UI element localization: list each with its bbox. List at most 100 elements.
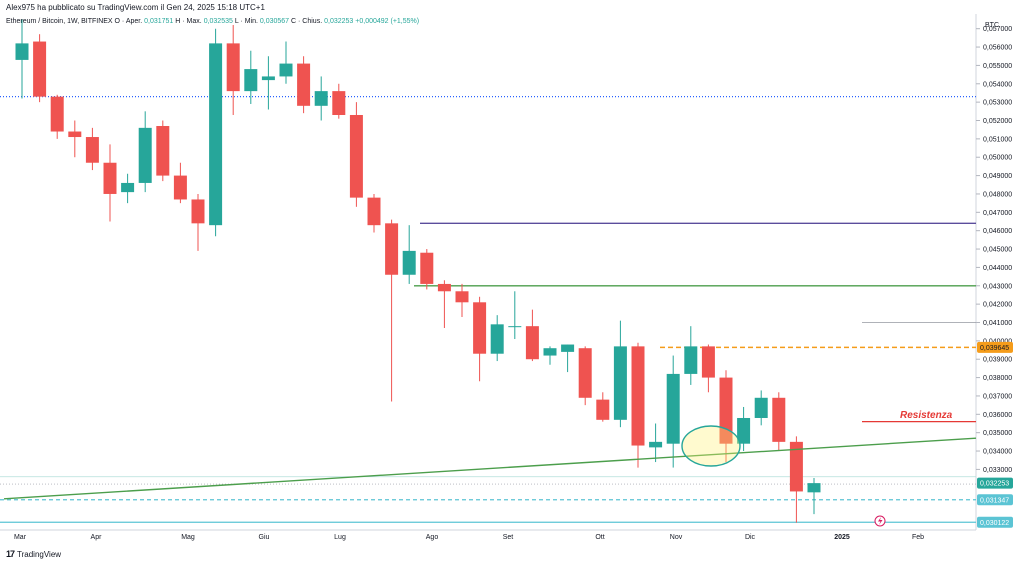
tradingview-logo-icon: 17 (6, 549, 15, 559)
candle-body[interactable] (15, 43, 29, 60)
candle-body[interactable] (420, 252, 434, 284)
candle-body[interactable] (525, 326, 539, 360)
candle-body[interactable] (314, 91, 328, 106)
drawings: Resistenza (3, 410, 977, 527)
publisher-line: Alex975 ha pubblicato su TradingView.com… (6, 3, 265, 12)
candle-body[interactable] (68, 131, 82, 138)
price-tag-label: 0,031347 (980, 497, 1009, 504)
symbol-name[interactable]: Ethereum / Bitcoin, 1W, BITFINEX (6, 18, 113, 25)
candle-body[interactable] (332, 91, 346, 115)
candle-body[interactable] (402, 250, 416, 275)
price-tick-label: 0,046000 (983, 228, 1012, 235)
candle-body[interactable] (473, 302, 487, 354)
price-tick-label: 0,052000 (983, 118, 1012, 125)
candle-body[interactable] (121, 182, 135, 193)
change-value: +0,000492 (+1,55%) (355, 18, 420, 25)
candle-body[interactable] (103, 162, 117, 194)
candle-body[interactable] (666, 373, 680, 444)
resistance-label: Resistenza (900, 410, 953, 421)
price-tick-label: 0,044000 (983, 265, 1012, 272)
candle-body[interactable] (649, 441, 663, 448)
time-tick-label: Giu (259, 534, 270, 541)
time-tick-label: Ott (595, 534, 604, 541)
candle-body[interactable] (561, 344, 575, 352)
candle-body[interactable] (279, 63, 293, 77)
candle-body[interactable] (684, 346, 698, 374)
time-axis: Mar Apr Mag Giu Lug Ago Set Ott Nov Dic 2025 Feb (14, 534, 924, 541)
price-tags: 0,039645 0,032253 0,031347 0,030122 (977, 341, 1013, 528)
price-tick-label: 0,049000 (983, 173, 1012, 180)
candle-body[interactable] (33, 41, 47, 97)
currency-label: BTC (985, 22, 999, 29)
price-tick-label: 0,037000 (983, 393, 1012, 400)
candle-body[interactable] (701, 346, 715, 378)
price-tag-label: 0,032253 (980, 481, 1009, 488)
candle-body[interactable] (385, 223, 399, 275)
candle-body[interactable] (789, 441, 803, 492)
candle-body[interactable] (737, 417, 751, 444)
candle-body[interactable] (209, 43, 223, 226)
candle-body[interactable] (244, 69, 258, 92)
time-tick-label: Nov (670, 534, 683, 541)
low-value: 0,030567 (259, 18, 290, 25)
candle-body[interactable] (226, 43, 240, 92)
candle-body[interactable] (596, 399, 610, 420)
candle-body[interactable] (490, 324, 504, 354)
low-label: L · Min. (234, 18, 258, 25)
time-tick-label: Dic (745, 534, 756, 541)
candle-body[interactable] (631, 346, 645, 446)
candle-body[interactable] (138, 127, 152, 183)
price-tick-label: 0,045000 (983, 247, 1012, 254)
lightning-glyph (878, 517, 883, 525)
candle-body[interactable] (173, 175, 187, 200)
candle-body[interactable] (349, 114, 363, 198)
price-tick-label: 0,054000 (983, 81, 1012, 88)
candle-body[interactable] (191, 199, 205, 224)
candle-body[interactable] (508, 326, 522, 328)
time-tick-label: Mag (181, 534, 195, 541)
plot-background (0, 0, 976, 530)
time-tick-label: Mar (14, 534, 27, 541)
candles (15, 19, 821, 523)
price-tag-box (977, 341, 1013, 353)
price-tick-label: 0,035000 (983, 430, 1012, 437)
time-tick-label: Set (503, 534, 514, 541)
candle-body[interactable] (578, 348, 592, 398)
candle-body[interactable] (613, 346, 627, 420)
price-tick-label: 0,056000 (983, 45, 1012, 52)
candle-body[interactable] (455, 291, 469, 303)
candle-body[interactable] (156, 126, 170, 176)
tradingview-footer[interactable]: 17 TradingView (6, 549, 61, 559)
time-tick-label: Apr (91, 534, 103, 541)
price-axis: 0,057000 0,056000 0,055000 0,054000 0,053000… (976, 26, 1012, 474)
ohlc-legend: Ethereum / Bitcoin, 1W, BITFINEX O · Ape… (6, 18, 419, 25)
price-tick-label: 0,050000 (983, 155, 1012, 162)
candle-body[interactable] (807, 483, 821, 493)
high-label: H · Max. (175, 18, 202, 25)
time-tick-label: 2025 (834, 534, 850, 541)
candle-body[interactable] (50, 96, 64, 132)
candle-body[interactable] (543, 348, 557, 356)
candle-body[interactable] (367, 197, 381, 226)
price-tick-label: 0,048000 (983, 191, 1012, 198)
time-tick-label: Ago (426, 534, 439, 541)
price-tick-label: 0,041000 (983, 320, 1012, 327)
price-tick-label: 0,047000 (983, 210, 1012, 217)
candle-body[interactable] (261, 76, 275, 81)
support-trendline (3, 437, 977, 500)
price-tick-label: 0,038000 (983, 375, 1012, 382)
open-value: 0,031751 (144, 18, 174, 25)
close-value: 0,032253 (324, 18, 354, 25)
price-tag-label: 0,030122 (980, 520, 1009, 527)
price-tick-label: 0,039000 (983, 357, 1012, 364)
candle-body[interactable] (85, 137, 99, 163)
candle-body[interactable] (754, 397, 768, 418)
candle-body[interactable] (437, 283, 451, 292)
candle-body[interactable] (772, 397, 786, 442)
price-tick-label: 0,033000 (983, 467, 1012, 474)
candle-body[interactable] (297, 63, 311, 106)
highlight-ellipse (681, 425, 741, 467)
price-tick-label: 0,042000 (983, 302, 1012, 309)
price-tick-label: 0,034000 (983, 449, 1012, 456)
